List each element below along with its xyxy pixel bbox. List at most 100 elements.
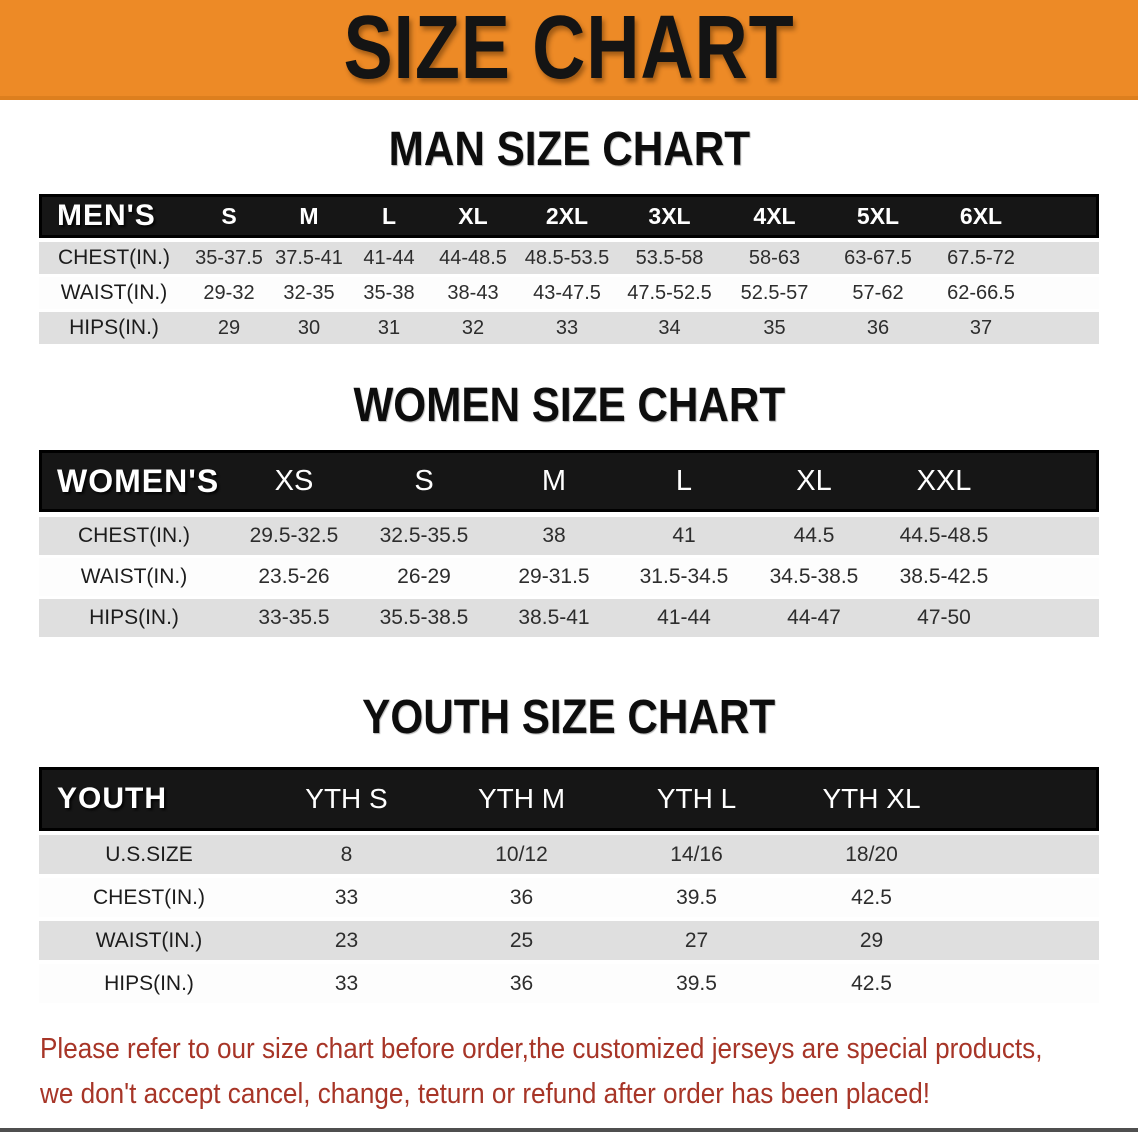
order-disclaimer: Please refer to our size chart before or… — [40, 1027, 1138, 1117]
size-column-header: M — [299, 202, 319, 229]
size-value-cell: 33 — [334, 971, 359, 995]
row-label: HIPS(IN.) — [104, 971, 194, 995]
size-value-cell: 33 — [555, 316, 579, 339]
size-value-cell: 44-47 — [787, 606, 841, 629]
size-value-cell: 10/12 — [495, 842, 548, 866]
youth-size-chart-section: YOUTH SIZE CHART YOUTH YTH S YTH M YTH L YTH… — [0, 692, 1138, 1003]
disclaimer-line-2: we don't accept cancel, change, teturn o… — [40, 1078, 931, 1110]
size-value-cell: 18/20 — [845, 842, 898, 866]
size-value-cell: 41-44 — [657, 606, 711, 629]
size-value-cell: 29-32 — [203, 281, 255, 304]
size-value-cell: 48.5-53.5 — [524, 246, 610, 269]
size-column-header: L — [675, 464, 693, 497]
size-value-cell: 33 — [334, 885, 359, 909]
size-value-cell: 62-66.5 — [947, 281, 1015, 304]
size-value-cell: 26-29 — [397, 565, 451, 588]
man-size-chart-section: MAN SIZE CHART MEN'S S M L XL 2XL 3XL 4XL 5XL 6XL… — [0, 124, 1138, 344]
table-corner-label: YOUTH — [57, 782, 167, 815]
size-column-header: M — [541, 464, 567, 497]
size-value-cell: 34 — [658, 316, 681, 339]
size-column-header: XL — [796, 464, 832, 497]
size-value-cell: 31 — [377, 316, 401, 339]
size-value-cell: 35-37.5 — [195, 246, 263, 269]
size-value-cell: 23 — [334, 928, 359, 952]
size-value-cell: 27 — [684, 928, 709, 952]
size-value-cell: 38-43 — [447, 281, 499, 304]
size-value-cell: 37.5-41 — [275, 246, 343, 269]
size-value-cell: 67.5-72 — [947, 246, 1015, 269]
table-row: CHEST(IN.) 35-37.5 37.5-41 41-44 44-48.5 48.5… — [39, 242, 1099, 274]
size-value-cell: 31.5-34.5 — [639, 565, 729, 588]
table-corner-label: MEN'S — [57, 199, 156, 232]
size-value-cell: 34.5-38.5 — [769, 565, 859, 588]
size-column-header: 5XL — [856, 202, 900, 229]
size-value-cell: 52.5-57 — [740, 281, 809, 304]
youth-section-title: YOUTH SIZE CHART — [362, 691, 776, 744]
table-row: WAIST(IN.) 23.5-26 26-29 29-31.5 31.5-34.5 34… — [39, 558, 1099, 596]
size-column-header: 2XL — [545, 202, 589, 229]
table-row: HIPS(IN.) 33-35.5 35.5-38.5 38.5-41 41-44 44-… — [39, 599, 1099, 637]
row-label: CHEST(IN.) — [93, 885, 205, 909]
row-label: WAIST(IN.) — [95, 928, 203, 952]
size-value-cell: 44.5 — [793, 524, 835, 547]
size-column-header: XXL — [916, 464, 972, 497]
row-label: U.S.SIZE — [105, 842, 193, 866]
row-label: CHEST(IN.) — [58, 246, 170, 269]
size-value-cell: 41 — [672, 524, 696, 547]
women-size-table: WOMEN'S XS S M L XL XXL CHEST(IN.) 29.5-32.5 32.5… — [39, 450, 1099, 637]
row-label: HIPS(IN.) — [89, 606, 179, 629]
table-row: CHEST(IN.) 29.5-32.5 32.5-35.5 38 41 44.5 44.5… — [39, 517, 1099, 555]
row-label: WAIST(IN.) — [80, 565, 188, 588]
size-column-header: XL — [458, 202, 488, 229]
size-value-cell: 44.5-48.5 — [899, 524, 989, 547]
size-value-cell: 36 — [509, 885, 534, 909]
size-chart-banner: SIZE CHART — [0, 0, 1138, 100]
size-value-cell: 39.5 — [676, 885, 717, 909]
size-value-cell: 39.5 — [676, 971, 717, 995]
size-value-cell: 44-48.5 — [439, 246, 507, 269]
size-value-cell: 57-62 — [852, 281, 904, 304]
size-column-header: YTH L — [656, 783, 737, 814]
size-value-cell: 53.5-58 — [635, 246, 704, 269]
banner-title: SIZE CHART — [343, 0, 795, 98]
table-row: CHEST(IN.) 33 36 39.5 42.5 — [39, 878, 1099, 917]
size-value-cell: 37 — [969, 316, 993, 339]
table-corner-label: WOMEN'S — [57, 462, 220, 499]
size-value-cell: 58-63 — [748, 246, 801, 269]
size-value-cell: 41-44 — [363, 246, 415, 269]
row-label: HIPS(IN.) — [69, 316, 159, 339]
size-value-cell: 29 — [859, 928, 884, 952]
size-value-cell: 29-31.5 — [518, 565, 590, 588]
size-value-cell: 8 — [340, 842, 353, 866]
table-row: U.S.SIZE 8 10/12 14/16 18/20 — [39, 835, 1099, 874]
size-value-cell: 23.5-26 — [258, 565, 330, 588]
size-value-cell: 36 — [509, 971, 534, 995]
size-value-cell: 29 — [217, 316, 241, 339]
size-column-header: YTH S — [305, 783, 388, 814]
size-value-cell: 42.5 — [851, 885, 892, 909]
size-column-header: XS — [274, 464, 314, 497]
size-column-header: S — [414, 464, 434, 497]
size-value-cell: 32.5-35.5 — [379, 524, 469, 547]
table-row: WAIST(IN.) 23 25 27 29 — [39, 921, 1099, 960]
men-size-table: MEN'S S M L XL 2XL 3XL 4XL 5XL 6XL CHEST(IN.) 35-37… — [39, 194, 1099, 344]
size-value-cell: 63-67.5 — [844, 246, 912, 269]
table-row: HIPS(IN.) 33 36 39.5 42.5 — [39, 964, 1099, 1003]
women-section-title: WOMEN SIZE CHART — [353, 379, 785, 432]
size-column-header: 6XL — [959, 202, 1003, 229]
size-column-header: 4XL — [753, 202, 796, 229]
size-value-cell: 25 — [509, 928, 534, 952]
table-header-row: WOMEN'S XS S M L XL XXL — [39, 450, 1099, 512]
size-column-header: 3XL — [648, 202, 691, 229]
youth-size-table: YOUTH YTH S YTH M YTH L YTH XL U.S.SIZE 8 10/12… — [39, 767, 1099, 1003]
size-value-cell: 29.5-32.5 — [249, 524, 339, 547]
table-header-row: MEN'S S M L XL 2XL 3XL 4XL 5XL 6XL — [39, 194, 1099, 238]
size-column-header: S — [221, 202, 237, 229]
size-column-header: YTH XL — [822, 783, 921, 814]
size-value-cell: 38.5-42.5 — [899, 565, 989, 588]
size-value-cell: 38 — [542, 524, 566, 547]
size-value-cell: 32-35 — [283, 281, 335, 304]
size-value-cell: 33-35.5 — [258, 606, 330, 629]
size-value-cell: 35-38 — [363, 281, 415, 304]
women-size-chart-section: WOMEN SIZE CHART WOMEN'S XS S M L XL XXL CHEST(… — [0, 380, 1138, 637]
